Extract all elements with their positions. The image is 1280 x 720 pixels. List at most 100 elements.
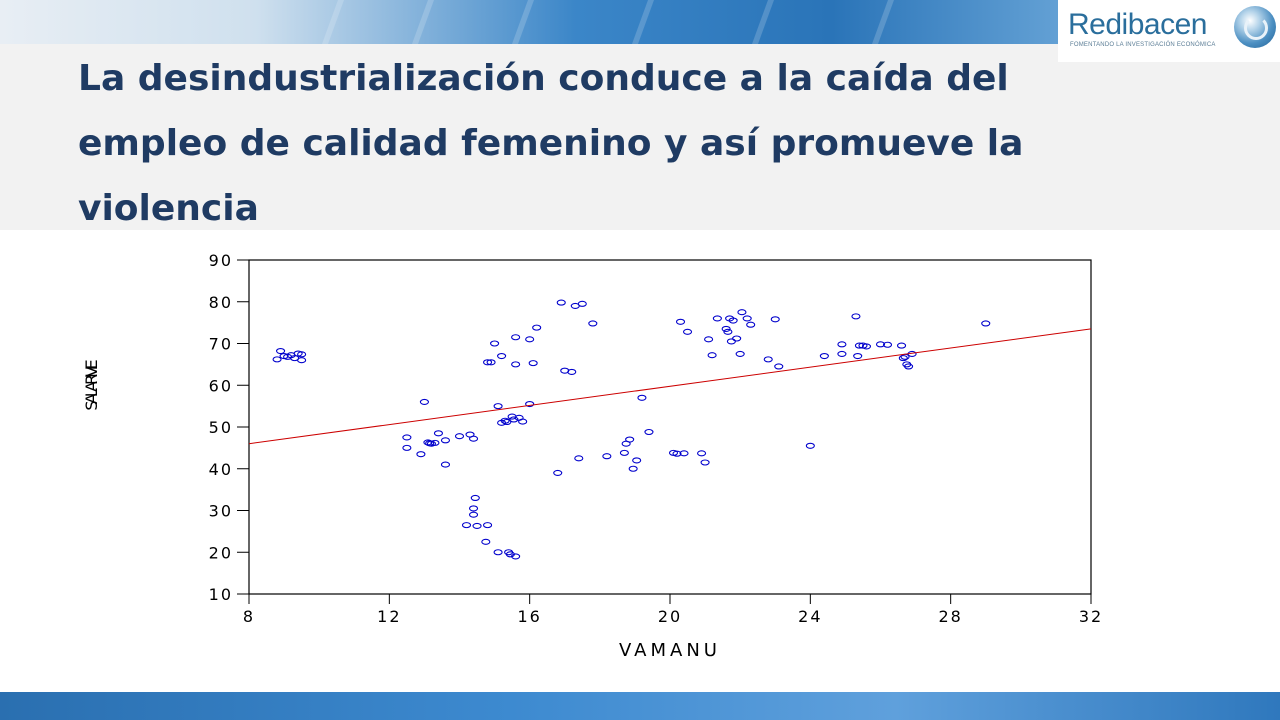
scatter-point (433, 430, 444, 437)
scatter-point (837, 341, 847, 348)
scatter-point (707, 352, 717, 359)
scatter-point (402, 434, 412, 441)
scatter-point (483, 359, 493, 366)
y-tick-label: 30 (209, 502, 233, 521)
y-tick-label: 50 (209, 418, 233, 437)
y-tick-label: 80 (209, 293, 233, 312)
scatter-point (742, 315, 752, 322)
redibacen-logo: Redibacen FOMENTANDO LA INVESTIGACIÓN EC… (1058, 0, 1280, 62)
scatter-point (746, 321, 756, 328)
scatter-point (774, 363, 784, 370)
scatter-point (770, 316, 780, 323)
scatter-point (470, 494, 480, 502)
banner-stripe (511, 0, 535, 44)
logo-name: Redibacen (1068, 8, 1207, 41)
scatter-point (272, 356, 282, 363)
scatter-point (430, 439, 440, 446)
y-tick-label: 70 (209, 335, 233, 354)
y-tick-label: 10 (209, 585, 233, 604)
chart-area: 10 20 30 40 50 60 70 80 90 8 12 16 20 24 28 32 VAMANU … (0, 230, 1280, 692)
scatter-point (532, 324, 542, 331)
scatter-point (697, 450, 707, 457)
scatter-point (981, 320, 991, 327)
scatter-point (511, 334, 521, 341)
plot-frame (248, 259, 1092, 595)
scatter-point (737, 309, 747, 316)
scatter-point (896, 342, 907, 349)
scatter-point (440, 437, 451, 444)
scatter-point (619, 449, 629, 456)
scatter-point (486, 359, 496, 366)
scatter-point (644, 428, 654, 436)
globe-icon (1234, 6, 1276, 48)
scatter-point (712, 315, 722, 322)
y-axis: 10 20 30 40 50 60 70 80 90 (209, 251, 249, 604)
scatter-point (732, 335, 742, 342)
scatter-point (472, 522, 482, 529)
scatter-point (625, 436, 635, 443)
y-tick-label: 20 (209, 543, 233, 562)
scatter-point (805, 442, 815, 449)
x-axis: 8 12 16 20 24 28 32 (243, 594, 1103, 626)
banner-stripe (411, 0, 435, 44)
scatter-point (567, 368, 577, 375)
x-axis-label: VAMANU (619, 640, 721, 661)
scatter-point (481, 538, 491, 545)
scatter-point (528, 360, 538, 367)
scatter-point (726, 338, 736, 345)
scatter-point (468, 505, 479, 512)
y-tick-label: 60 (209, 376, 233, 395)
x-tick-label: 24 (798, 607, 822, 626)
scatter-point (511, 553, 521, 560)
scatter-point (819, 352, 829, 360)
banner-stripe (321, 0, 345, 44)
scatter-point (700, 459, 710, 466)
scatter-point (518, 418, 528, 425)
scatter-point (637, 394, 647, 401)
scatter-point (735, 350, 745, 357)
scatter-point (837, 350, 847, 357)
banner-stripe (751, 0, 775, 44)
x-tick-label: 16 (517, 607, 541, 626)
scatter-point (454, 433, 465, 440)
scatter-point (556, 299, 566, 306)
scatter-point (723, 328, 733, 335)
scatter-point (682, 328, 693, 335)
scatter-point (602, 453, 612, 460)
scatter-point (297, 351, 307, 358)
scatter-point (704, 336, 714, 343)
scatter-point (468, 435, 479, 442)
scatter-point (493, 549, 503, 556)
scatter-point (416, 451, 426, 458)
scatter-point (763, 356, 773, 363)
scatter-point (672, 450, 682, 457)
scatter-point (632, 457, 642, 464)
scatter-point (854, 342, 865, 349)
x-tick-label: 12 (377, 607, 401, 626)
x-tick-label: 32 (1079, 607, 1103, 626)
scatter-point (628, 465, 638, 472)
regression-line (248, 328, 1092, 445)
scatter-point (402, 444, 412, 451)
scatter-point (577, 300, 587, 307)
scatter-point (297, 357, 307, 364)
scatter-point (861, 343, 872, 350)
data-points (272, 299, 991, 560)
scatter-point (875, 341, 886, 348)
scatter-point (440, 461, 451, 468)
scatter-point (525, 400, 535, 408)
scatter-point (509, 416, 519, 423)
banner-stripe (631, 0, 655, 44)
scatter-point (419, 398, 429, 405)
scatter-point (728, 317, 738, 324)
y-tick-label: 90 (209, 251, 233, 270)
scatter-point (721, 325, 731, 332)
scatter-point (490, 340, 500, 347)
scatter-point (483, 522, 493, 529)
scatter-point (461, 522, 472, 529)
scatter-point (497, 352, 507, 360)
slide-title: La desindustrialización conduce a la caí… (78, 58, 1024, 229)
scatter-point (511, 361, 521, 368)
scatter-point (588, 320, 598, 327)
